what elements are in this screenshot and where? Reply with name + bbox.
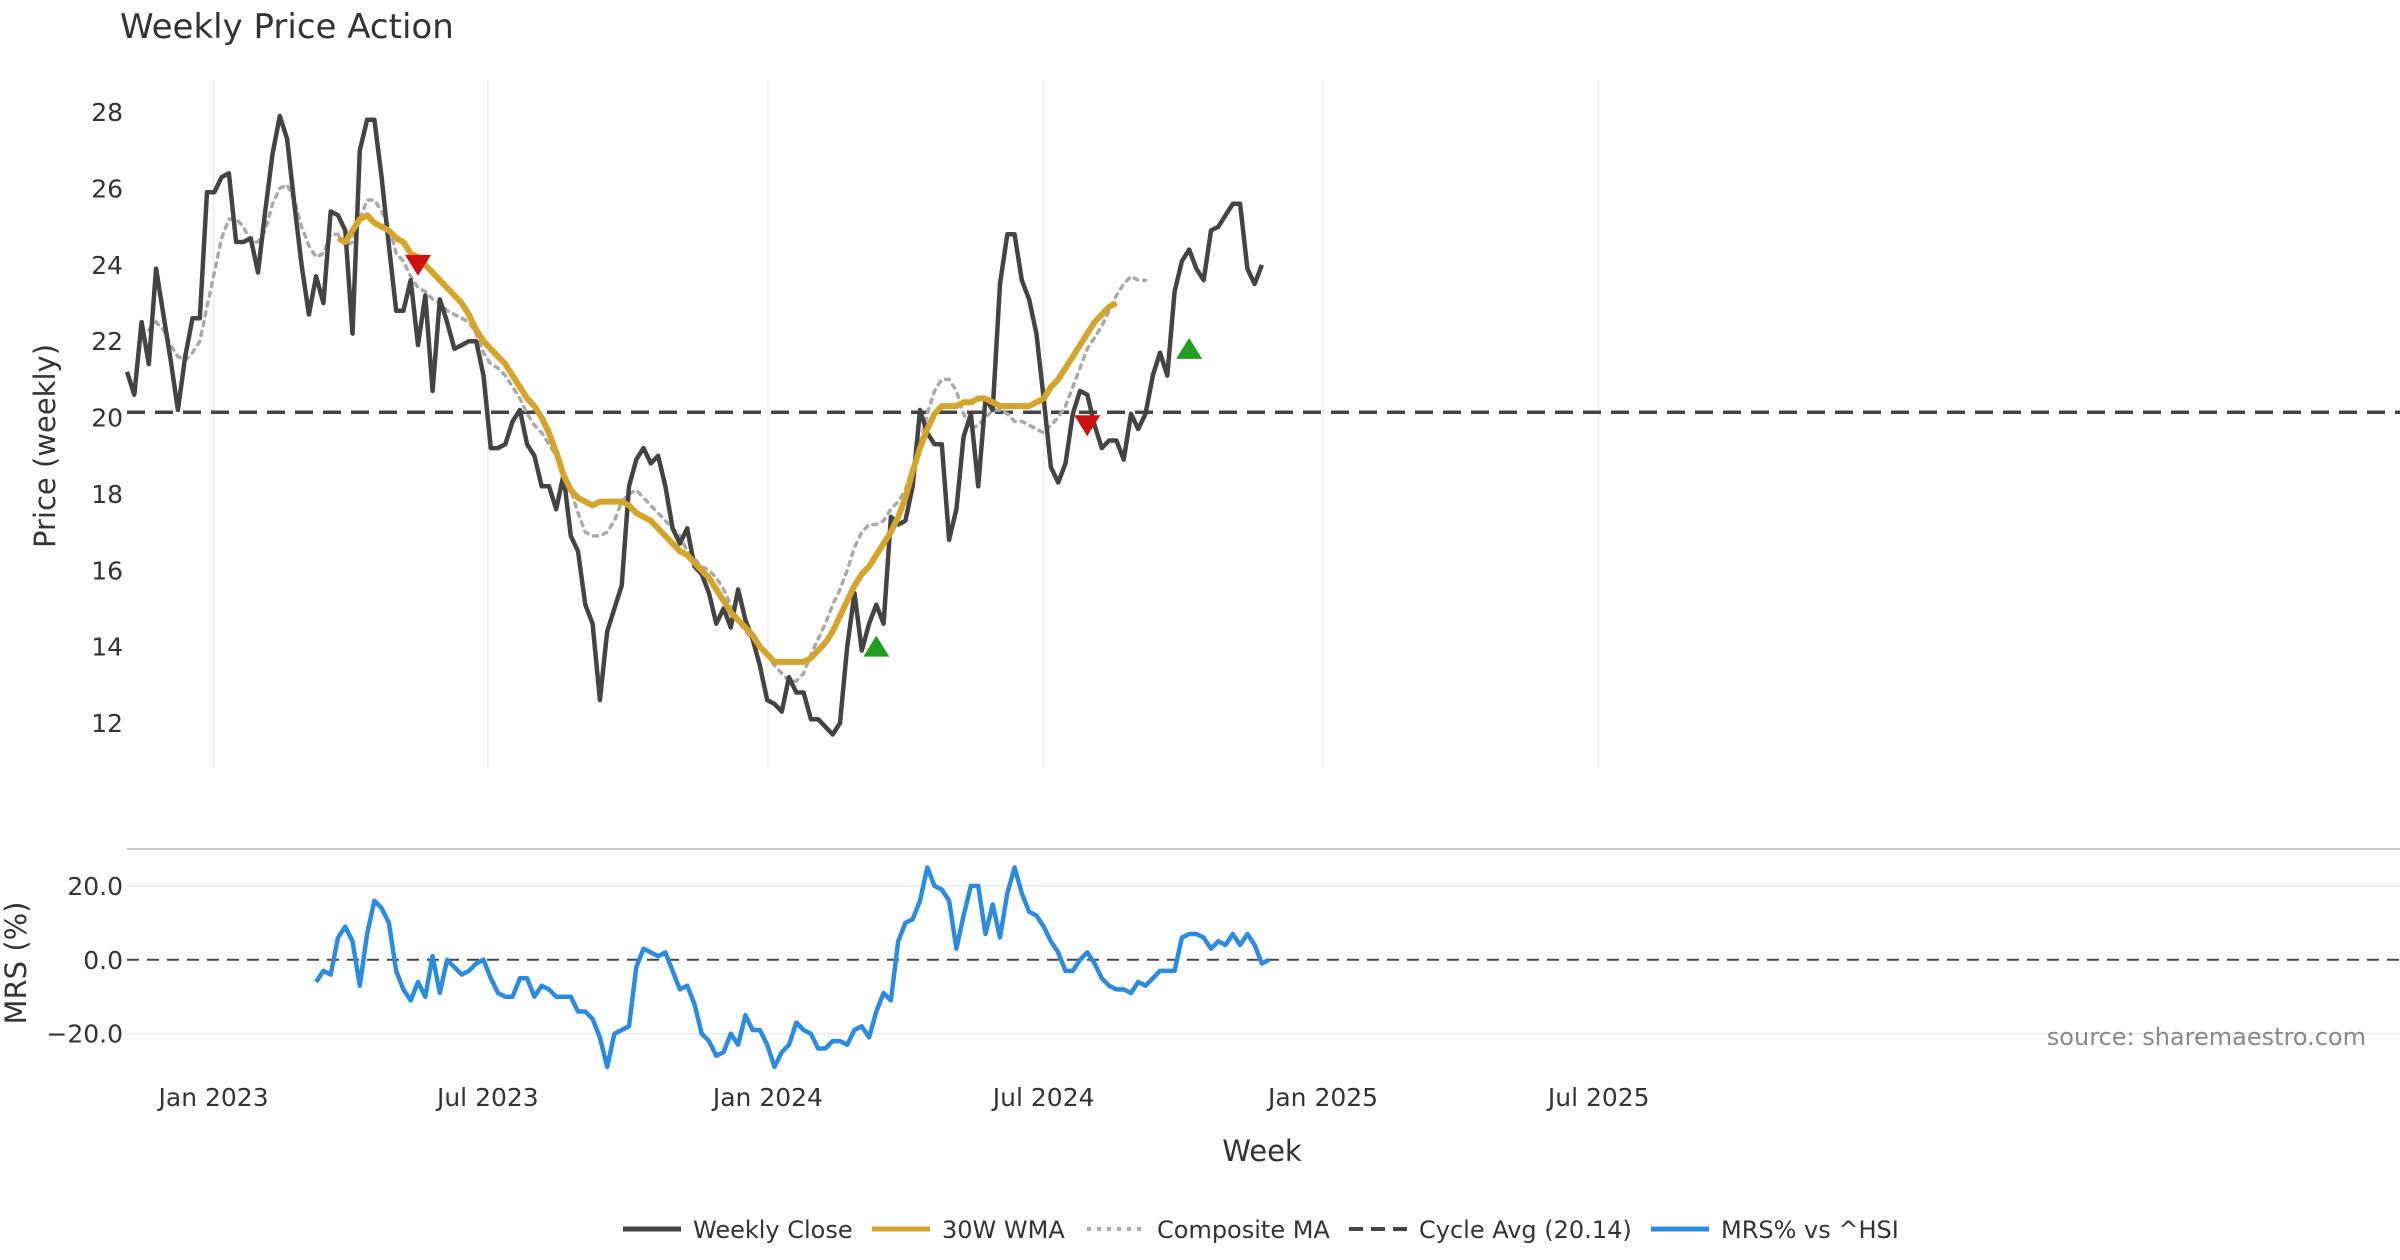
price-y-tick-label: 24 — [91, 251, 123, 280]
legend-label: Weekly Close — [693, 1216, 853, 1244]
x-ticks: Jan 2023 Jul 2023 Jan 2024 Jul 2024 Jan 2025… — [157, 1083, 1650, 1112]
price-series — [124, 113, 2400, 737]
chart-title: Weekly Price Action — [120, 7, 454, 47]
x-axis-label: Week — [1222, 1134, 1302, 1168]
price-y-tick-label: 18 — [91, 480, 123, 509]
legend-label: Cycle Avg (20.14) — [1419, 1216, 1632, 1244]
source-credit: source: sharemaestro.com — [2047, 1023, 2366, 1051]
mrs-y-tick-label: 0.0 — [83, 946, 123, 975]
buy-signal-marker — [863, 635, 890, 657]
price-y-tick-label: 20 — [91, 404, 123, 433]
mrs-y-tick-label: 20.0 — [67, 872, 123, 901]
mrs-y-axis-label: MRS (%) — [0, 902, 33, 1025]
price-grid — [212, 80, 1600, 768]
x-tick-label: Jan 2023 — [157, 1083, 269, 1112]
x-tick-label: Jul 2025 — [1546, 1083, 1650, 1112]
legend-label: Composite MA — [1157, 1216, 1330, 1244]
price-y-tick-label: 12 — [91, 709, 123, 738]
price-y-tick-label: 26 — [91, 175, 123, 204]
price-y-tick-label: 22 — [91, 327, 123, 356]
wma-30w-line — [336, 212, 1118, 665]
mrs-grid — [127, 885, 2400, 1035]
x-tick-label: Jan 2024 — [711, 1083, 823, 1112]
mrs-line — [314, 865, 1271, 1070]
mrs-y-ticks: 20.0 0.0 −20.0 — [46, 872, 123, 1049]
mrs-series — [127, 865, 2400, 1070]
x-tick-label: Jul 2023 — [435, 1083, 539, 1112]
price-y-tick-label: 14 — [91, 633, 123, 662]
x-tick-label: Jul 2024 — [991, 1083, 1095, 1112]
price-y-ticks: 12 14 16 18 20 22 24 26 28 — [91, 98, 123, 738]
sell-signal-marker — [405, 254, 431, 276]
mrs-y-tick-label: −20.0 — [46, 1020, 123, 1049]
x-tick-label: Jan 2025 — [1266, 1083, 1378, 1112]
composite-ma-line — [147, 182, 1148, 683]
price-y-axis-label: Price (weekly) — [28, 344, 62, 548]
price-signals — [405, 254, 1203, 657]
legend: Weekly Close 30W WMA Composite MA Cycle Avg… — [623, 1216, 1899, 1244]
price-y-tick-label: 16 — [91, 556, 123, 585]
legend-label: 30W WMA — [942, 1216, 1065, 1244]
legend-label: MRS% vs ^HSI — [1721, 1216, 1899, 1244]
sell-signal-marker — [1074, 415, 1101, 437]
buy-signal-marker — [1176, 337, 1203, 359]
price-y-tick-label: 28 — [91, 98, 123, 127]
